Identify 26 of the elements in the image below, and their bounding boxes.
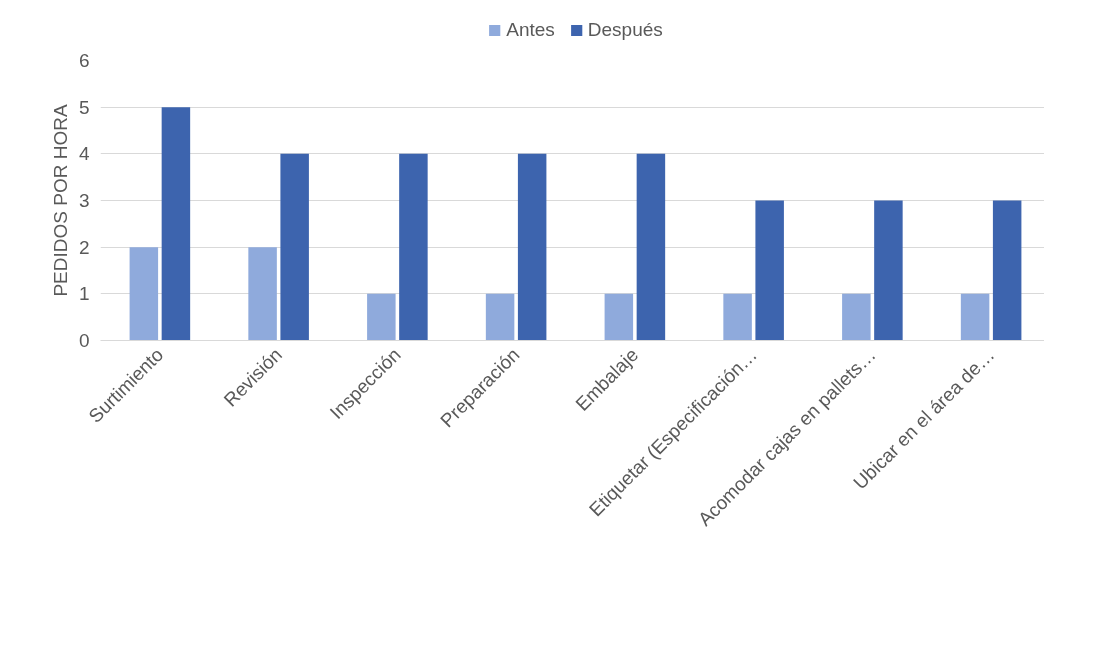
bar <box>636 153 666 341</box>
bar <box>755 200 784 341</box>
bar <box>248 247 277 341</box>
y-tick-label: 3 <box>78 190 90 211</box>
bar <box>992 200 1022 341</box>
y-tick-label: 5 <box>78 96 90 118</box>
legend-label: Antes <box>506 19 555 41</box>
bar <box>161 107 191 341</box>
legend-label: Después <box>587 19 663 41</box>
bar <box>842 293 871 341</box>
y-tick-label: 6 <box>78 50 90 71</box>
bar <box>280 153 309 341</box>
bar <box>399 153 428 341</box>
bar <box>517 153 547 341</box>
bar <box>485 293 515 341</box>
bar <box>874 200 903 341</box>
y-axis-title: PEDIDOS POR HORA <box>49 104 71 297</box>
bar <box>129 247 159 341</box>
y-tick-label: 4 <box>78 143 90 165</box>
y-tick-label: 2 <box>78 236 90 258</box>
bar <box>960 293 990 341</box>
y-tick-label: 0 <box>78 330 90 351</box>
bar <box>723 293 752 341</box>
bar <box>367 293 396 341</box>
y-tick-label: 1 <box>78 283 90 305</box>
bar <box>604 293 634 341</box>
